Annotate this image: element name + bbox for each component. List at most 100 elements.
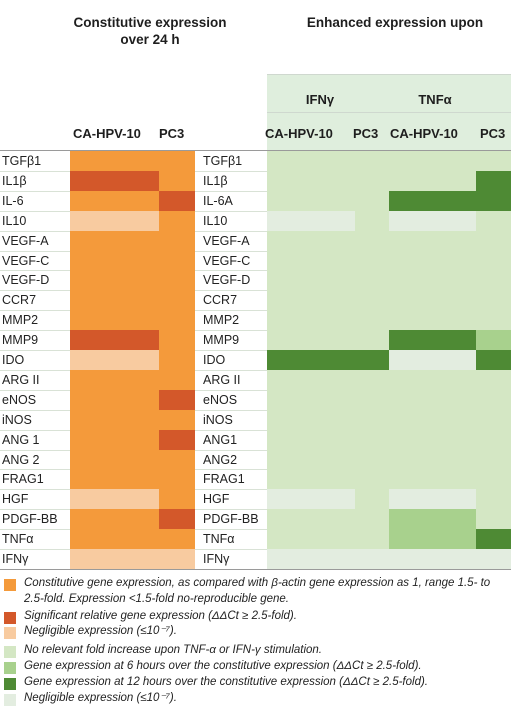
left-cell: [159, 529, 195, 550]
row-separator: [0, 230, 70, 232]
stimulus-divider: [267, 112, 511, 113]
left-cell: [159, 389, 195, 411]
right-cell: [389, 210, 476, 232]
right-cell: [267, 509, 355, 530]
left-cell: [70, 469, 159, 490]
right-cell: [389, 190, 476, 212]
gene-label-left: VEGF-C: [2, 253, 50, 268]
right-cell: [389, 389, 476, 411]
row-separator: [195, 389, 267, 391]
gene-label-right: TNFα: [203, 532, 235, 547]
row-separator: [0, 310, 70, 312]
row-separator: [195, 170, 267, 172]
row-separator: [0, 529, 70, 531]
legend-swatch: [4, 627, 16, 639]
right-cell: [267, 190, 355, 212]
row-separator: [0, 330, 70, 332]
left-cell: [159, 210, 195, 232]
right-cell: [476, 509, 511, 530]
left-cell: [70, 250, 159, 271]
legend-swatch: [4, 694, 16, 706]
gene-label-right: PDGF-BB: [203, 512, 259, 527]
right-cell: [476, 170, 511, 192]
col-header-left-pc3: PC3: [159, 126, 185, 141]
gene-label-left: ANG 1: [2, 432, 40, 447]
row-separator: [195, 210, 267, 212]
right-cell: [476, 389, 511, 411]
left-cell: [70, 529, 159, 550]
row-separator: [0, 489, 70, 491]
right-cell: [389, 290, 476, 311]
row-separator: [195, 529, 267, 531]
row-separator: [0, 509, 70, 511]
right-cell: [267, 529, 355, 550]
right-cell: [355, 449, 389, 470]
gene-label-left: eNOS: [2, 392, 37, 407]
constitutive-header: Constitutive expression over 24 h: [73, 15, 227, 47]
gene-label-right: VEGF-C: [203, 253, 251, 268]
right-cell: [267, 549, 355, 570]
left-cell: [159, 489, 195, 510]
left-cell: [70, 270, 159, 291]
gene-label-left: CCR7: [2, 293, 37, 308]
right-cell: [267, 429, 355, 450]
gene-label-right: TGFβ1: [203, 154, 243, 168]
right-cell: [267, 210, 355, 232]
right-cell: [267, 389, 355, 411]
right-cell: [355, 469, 389, 490]
row-separator: [0, 369, 70, 371]
left-cell: [70, 369, 159, 391]
row-separator: [0, 190, 70, 192]
right-cell: [389, 151, 476, 172]
right-cell: [355, 549, 389, 570]
right-cell: [267, 330, 355, 351]
right-cell: [355, 429, 389, 450]
row-separator: [195, 469, 267, 471]
gene-label-left: ANG 2: [2, 452, 40, 467]
gene-label-left: FRAG1: [2, 472, 44, 487]
enhanced-header: Enhanced expression upon: [306, 15, 484, 30]
right-cell: [476, 290, 511, 311]
right-cell: [355, 151, 389, 172]
left-cell: [159, 270, 195, 291]
right-cell: [389, 449, 476, 470]
row-separator: [0, 170, 70, 172]
right-cell: [267, 170, 355, 192]
gene-label-right: VEGF-D: [203, 273, 251, 288]
row-separator: [195, 509, 267, 511]
right-cell: [476, 151, 511, 172]
right-cell: [267, 270, 355, 291]
left-cell: [159, 449, 195, 470]
left-cell: [70, 429, 159, 450]
legend-swatch: [4, 579, 16, 591]
right-cell: [355, 369, 389, 391]
left-cell: [159, 290, 195, 311]
right-cell: [389, 250, 476, 271]
gene-label-right: ARG II: [203, 372, 241, 387]
right-cell: [476, 230, 511, 251]
gene-label-right: HGF: [203, 492, 230, 507]
left-cell: [159, 350, 195, 371]
row-separator: [195, 190, 267, 192]
left-cell: [70, 210, 159, 232]
left-cell: [159, 230, 195, 251]
right-cell: [476, 250, 511, 271]
gene-label-left: HGF: [2, 492, 29, 507]
right-cell: [389, 509, 476, 530]
legend-text: Negligible expression (≤10⁻⁷).: [24, 625, 177, 637]
gene-label-left: TNFα: [2, 532, 34, 547]
right-cell: [389, 230, 476, 251]
row-separator: [195, 369, 267, 371]
right-cell: [355, 409, 389, 431]
legend-swatch: [4, 662, 16, 674]
left-cell: [159, 170, 195, 192]
left-cell: [70, 509, 159, 530]
right-cell: [267, 369, 355, 391]
row-separator: [195, 449, 267, 451]
left-cell: [70, 389, 159, 411]
right-cell: [389, 170, 476, 192]
legend-swatch: [4, 612, 16, 624]
gene-label-left: VEGF-A: [2, 233, 49, 248]
right-cell: [476, 369, 511, 391]
left-cell: [70, 310, 159, 331]
